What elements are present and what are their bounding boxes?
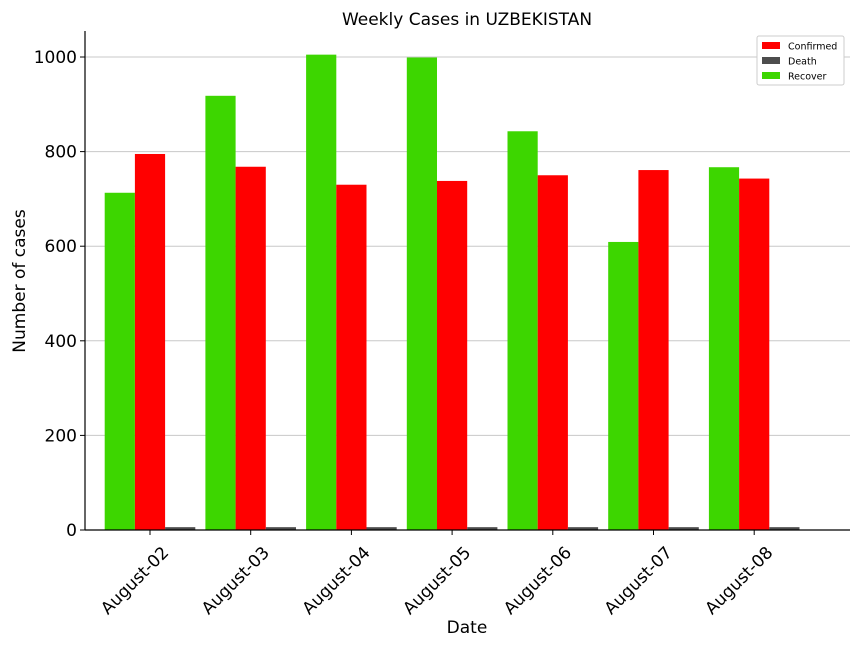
chart-title: Weekly Cases in UZBEKISTAN [342,10,592,30]
y-tick-label: 1000 [34,48,77,68]
y-tick-label: 200 [45,426,77,446]
x-tick-label: August-08 [702,543,778,619]
bar-confirmed-august-07 [638,170,669,530]
axes [84,31,850,531]
bar-confirmed-august-04 [336,184,367,530]
x-tick-label: August-06 [500,543,576,619]
bar-confirmed-august-06 [537,175,568,530]
x-axis-title: Date [447,618,488,638]
bar-recover-august-07 [608,241,639,530]
bar-confirmed-august-03 [235,166,266,530]
y-tick-labels: 0 200 400 600 800 1000 [34,48,85,541]
bar-confirmed-august-05 [437,180,468,530]
bar-death-august-04 [366,527,397,530]
legend: Confirmed Death Recover [756,35,845,86]
y-tick-label: 600 [45,237,77,257]
legend-label-confirmed: Confirmed [788,42,837,53]
x-tick-label: August-02 [97,543,173,619]
bar-death-august-06 [567,527,599,530]
bar-confirmed-august-08 [739,178,770,530]
bar-death-august-03 [265,527,296,530]
bar-recover-august-02 [104,192,135,530]
legend-label-recover: Recover [788,72,827,83]
legend-swatch-recover [762,72,780,79]
x-tick-labels: August-02 August-03 August-04 August-05 Augu… [97,530,777,619]
legend-swatch-death [762,57,780,64]
bar-recover-august-06 [507,131,538,530]
bar-death-august-05 [467,527,498,530]
x-tick-label: August-05 [399,543,475,619]
bar-recover-august-05 [406,57,437,531]
x-tick-label: August-07 [601,543,677,619]
y-tick-label: 0 [66,521,77,541]
bar-death-august-08 [769,527,800,530]
legend-label-death: Death [788,57,817,68]
bar-death-august-02 [165,527,196,530]
bar-recover-august-04 [306,54,337,531]
bar-confirmed-august-02 [134,153,166,531]
bar-recover-august-08 [708,167,740,530]
bar-recover-august-03 [205,95,236,531]
y-axis-title: Number of cases [10,209,30,353]
x-tick-label: August-04 [299,543,375,619]
y-tick-label: 400 [45,332,77,352]
y-tick-label: 800 [45,143,77,163]
bar-death-august-07 [668,527,699,530]
legend-swatch-confirmed [762,42,780,49]
bars [104,54,800,531]
x-tick-label: August-03 [198,543,274,619]
